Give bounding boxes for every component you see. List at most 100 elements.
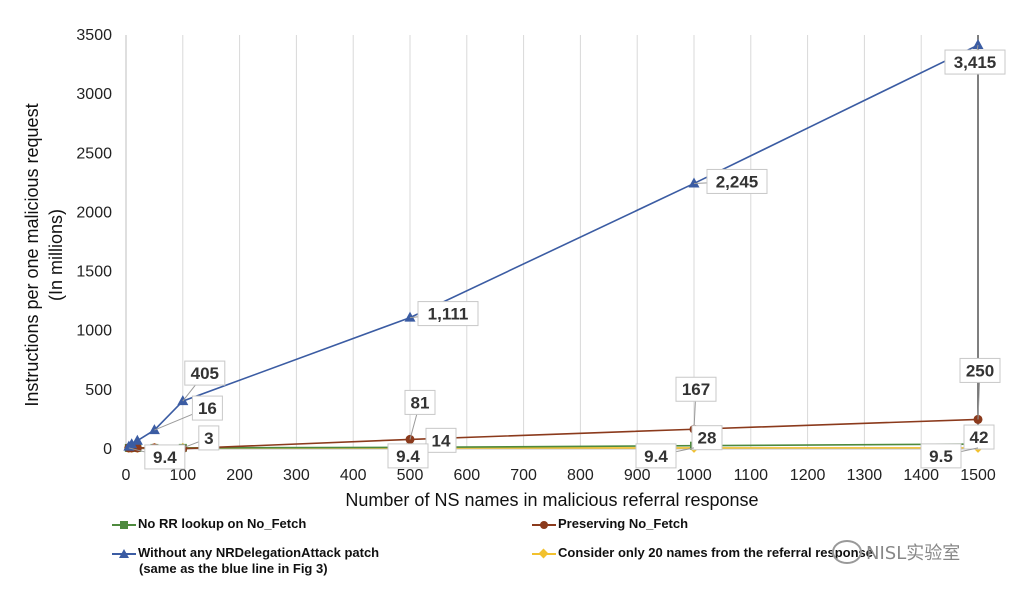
legend-label: Preserving No_Fetch: [558, 516, 689, 531]
data-label: 2,245: [693, 168, 768, 194]
x-tick-label: 100: [169, 467, 196, 484]
legend-diamond-marker-icon: [532, 548, 556, 560]
data-label-box: [387, 443, 429, 469]
data-label-text: 14: [432, 431, 451, 450]
data-label: 28: [691, 425, 723, 451]
data-label-box: [198, 425, 220, 451]
data-label-text: 1,111: [428, 305, 469, 324]
data-label-box: [404, 389, 436, 415]
data-label-box: [920, 443, 962, 469]
x-tick-label: 500: [397, 467, 424, 484]
data-label-box: [675, 376, 717, 402]
data-label-box: [963, 424, 995, 450]
data-label: 42: [963, 424, 995, 450]
data-point-triangle: [126, 438, 138, 449]
x-tick-label: 0: [122, 467, 131, 484]
data-point-triangle: [404, 311, 416, 322]
data-label-box: [706, 168, 768, 194]
data-label-text: 81: [411, 393, 430, 412]
data-label-box: [184, 360, 226, 386]
data-label-box: [635, 443, 677, 469]
data-label-box: [191, 395, 223, 421]
data-label-text: 9.4: [153, 448, 177, 467]
data-label-box: [144, 444, 186, 470]
data-label: 9.4: [635, 443, 695, 469]
legend-label: Without any NRDelegationAttack patch: [138, 545, 380, 560]
data-label: 9.5: [920, 443, 979, 469]
data-label: 405: [182, 360, 226, 402]
x-tick-label: 300: [283, 467, 310, 484]
y-tick-label: 0: [103, 441, 112, 458]
watermark: NISL实验室: [832, 539, 960, 565]
data-point-triangle: [688, 177, 700, 188]
y-tick-label: 1000: [76, 323, 112, 340]
data-label: 16: [154, 395, 223, 431]
series-line-2: [125, 44, 979, 449]
y-tick-label: 2000: [76, 204, 112, 221]
series-lines: [123, 39, 984, 454]
x-axis-title: Number of NS names in malicious referral…: [345, 490, 758, 510]
x-tick-label: 1100: [734, 467, 769, 484]
y-tick-label: 3000: [76, 86, 112, 103]
data-label: 3,415: [944, 44, 1006, 75]
x-tick-label: 800: [567, 467, 594, 484]
x-tick-label: 600: [453, 467, 480, 484]
x-tick-label: 1300: [847, 467, 883, 484]
data-label: 3: [182, 425, 220, 451]
x-tick-label: 1400: [903, 467, 939, 484]
data-label-text: 16: [198, 399, 217, 418]
y-tick-label: 1500: [76, 264, 112, 281]
data-label-text: 9.5: [929, 447, 953, 466]
data-label-text: 405: [191, 364, 219, 383]
x-tick-label: 1500: [960, 467, 996, 484]
data-label-box: [691, 425, 723, 451]
data-label-text: 28: [698, 429, 717, 448]
y-axis-title-line-2: (In millions): [46, 209, 66, 301]
y-tick-label: 3500: [76, 27, 112, 44]
watermark-text: NISL实验室: [866, 543, 961, 564]
data-label-box: [425, 427, 457, 453]
data-label-text: 9.4: [396, 447, 420, 466]
x-tick-label: 400: [340, 467, 367, 484]
data-label: 9.4: [387, 443, 429, 469]
data-label-box: [959, 357, 1001, 383]
data-label-text: 250: [966, 361, 994, 380]
x-tick-label: 900: [624, 467, 651, 484]
data-label-text: 167: [682, 380, 710, 399]
y-tick-label: 2500: [76, 145, 112, 162]
y-tick-label: 500: [85, 382, 112, 399]
x-tick-label: 1200: [790, 467, 826, 484]
data-point-triangle: [972, 39, 984, 50]
data-label-box: [944, 49, 1006, 75]
data-label: 81: [404, 389, 436, 440]
data-label: 9.4: [128, 444, 186, 470]
data-point-triangle: [177, 395, 189, 406]
data-label-text: 9.4: [644, 447, 668, 466]
legend-square-marker-icon: [112, 519, 136, 531]
data-label: 1,111: [409, 301, 479, 327]
y-axis-title-line-1: Instructions per one malicious request: [22, 103, 42, 406]
legend-item-preserving-no-fetch: Preserving No_Fetch: [532, 516, 688, 532]
data-label: 14: [409, 427, 457, 453]
data-label: 250: [959, 357, 1001, 420]
data-label: 167: [675, 376, 717, 430]
grid: [125, 35, 979, 449]
x-tick-label: 700: [510, 467, 537, 484]
data-label-text: 2,245: [716, 172, 759, 191]
data-label-text: 3,415: [954, 53, 997, 72]
legend-label: Consider only 20 names from the referral…: [558, 545, 873, 560]
x-tick-label: 1000: [676, 467, 712, 484]
legend-label-line-2: (same as the blue line in Fig 3): [139, 561, 328, 576]
wechat-icon: [832, 540, 862, 564]
legend-triangle-marker-icon: [112, 548, 136, 560]
data-label-text: 3: [204, 429, 213, 448]
data-point-triangle: [148, 424, 160, 435]
legend-label: No RR lookup on No_Fetch: [138, 516, 307, 531]
x-tick-label: 200: [226, 467, 253, 484]
data-label-box: [417, 301, 479, 327]
legend-circle-marker-icon: [532, 519, 556, 531]
legend-item-consider-20-names: Consider only 20 names from the referral…: [532, 545, 873, 561]
